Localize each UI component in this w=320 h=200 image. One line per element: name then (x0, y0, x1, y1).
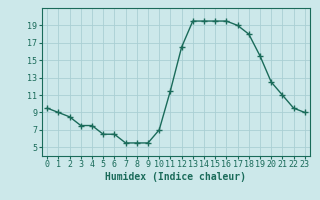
X-axis label: Humidex (Indice chaleur): Humidex (Indice chaleur) (106, 172, 246, 182)
